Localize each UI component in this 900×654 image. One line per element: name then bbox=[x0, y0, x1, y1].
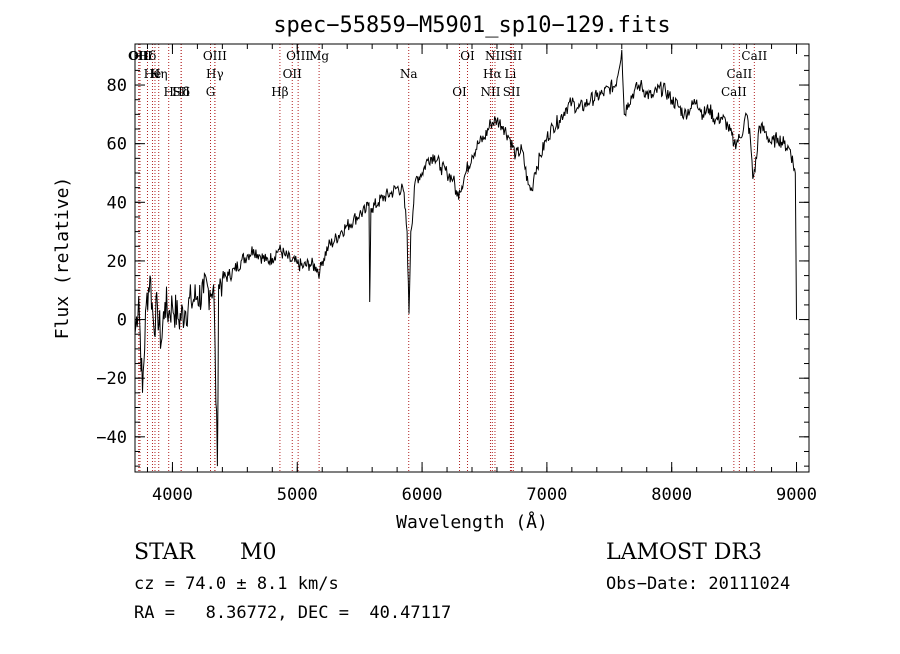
redshift-readout: cz = 74.0 ± 8.1 km/s bbox=[134, 574, 339, 594]
y-tick-label: −20 bbox=[96, 369, 127, 389]
line-marker-label: OI bbox=[452, 85, 467, 99]
line-markers bbox=[138, 44, 755, 472]
y-tick-label: −40 bbox=[96, 428, 127, 448]
line-marker-label: OIII bbox=[128, 49, 152, 63]
line-marker-label: Hδ bbox=[172, 85, 190, 99]
y-axis-label: Flux (relative) bbox=[52, 177, 73, 340]
line-marker-label: CaII bbox=[721, 85, 747, 99]
y-tick-label: 60 bbox=[107, 135, 127, 155]
line-marker-label: He bbox=[144, 67, 162, 81]
x-tick-label: 6000 bbox=[402, 485, 443, 505]
line-marker-label: SII bbox=[172, 85, 190, 99]
y-tick-label: 0 bbox=[117, 311, 127, 331]
line-marker-label: NII bbox=[480, 85, 500, 99]
line-marker-label: Hγ bbox=[206, 67, 224, 81]
line-marker-label: SII bbox=[504, 49, 522, 63]
line-marker-label: OII bbox=[283, 67, 303, 81]
x-tick-label: 8000 bbox=[651, 485, 692, 505]
y-axis: −40 −20 0 20 40 60 80 bbox=[96, 55, 809, 467]
line-marker-labels: HδKHδOIIHeSIIOIIIHηHOIIIHγGOIIIOIIHβMgNa… bbox=[128, 49, 768, 99]
line-marker-label: Hη bbox=[150, 67, 168, 81]
obs-date: Obs−Date: 20111024 bbox=[606, 574, 791, 594]
line-marker-label: CaII bbox=[741, 49, 767, 63]
line-marker-label: SII bbox=[503, 85, 521, 99]
x-tick-label: 7000 bbox=[526, 485, 567, 505]
object-class: STAR bbox=[134, 540, 195, 565]
line-marker-label: Hα bbox=[483, 67, 502, 81]
x-tick-label: 4000 bbox=[152, 485, 193, 505]
x-axis-label: Wavelength (Å) bbox=[396, 511, 548, 533]
coordinates-readout: RA = 8.36772, DEC = 40.47117 bbox=[134, 603, 452, 623]
line-marker-label: Mg bbox=[309, 49, 329, 63]
x-axis: 4000 5000 6000 7000 8000 9000 bbox=[146, 44, 817, 505]
object-subclass: M0 bbox=[240, 540, 277, 565]
y-tick-label: 80 bbox=[107, 76, 127, 96]
chart-title: spec−55859−M5901_sp10−129.fits bbox=[273, 13, 670, 38]
spectrum-plot bbox=[134, 49, 797, 467]
y-tick-label: 20 bbox=[107, 252, 127, 272]
line-marker-label: Hδ bbox=[139, 49, 157, 63]
line-marker-label: CaII bbox=[726, 67, 752, 81]
line-marker-label: G bbox=[206, 85, 216, 99]
line-marker-label: Li bbox=[505, 67, 517, 81]
spectrum-series-line bbox=[134, 49, 797, 467]
x-tick-label: 9000 bbox=[776, 485, 817, 505]
x-tick-label: 5000 bbox=[277, 485, 318, 505]
line-marker-label: OI bbox=[460, 49, 475, 63]
line-marker-label: Na bbox=[400, 67, 418, 81]
y-tick-label: 40 bbox=[107, 193, 127, 213]
line-marker-label: OIII bbox=[203, 49, 227, 63]
survey-name: LAMOST DR3 bbox=[606, 540, 762, 565]
line-marker-label: NII bbox=[485, 49, 505, 63]
line-marker-label: OIII bbox=[286, 49, 310, 63]
line-marker-label: H bbox=[163, 85, 173, 99]
line-marker-label: Hβ bbox=[271, 85, 288, 99]
line-marker-label: K bbox=[150, 67, 160, 81]
